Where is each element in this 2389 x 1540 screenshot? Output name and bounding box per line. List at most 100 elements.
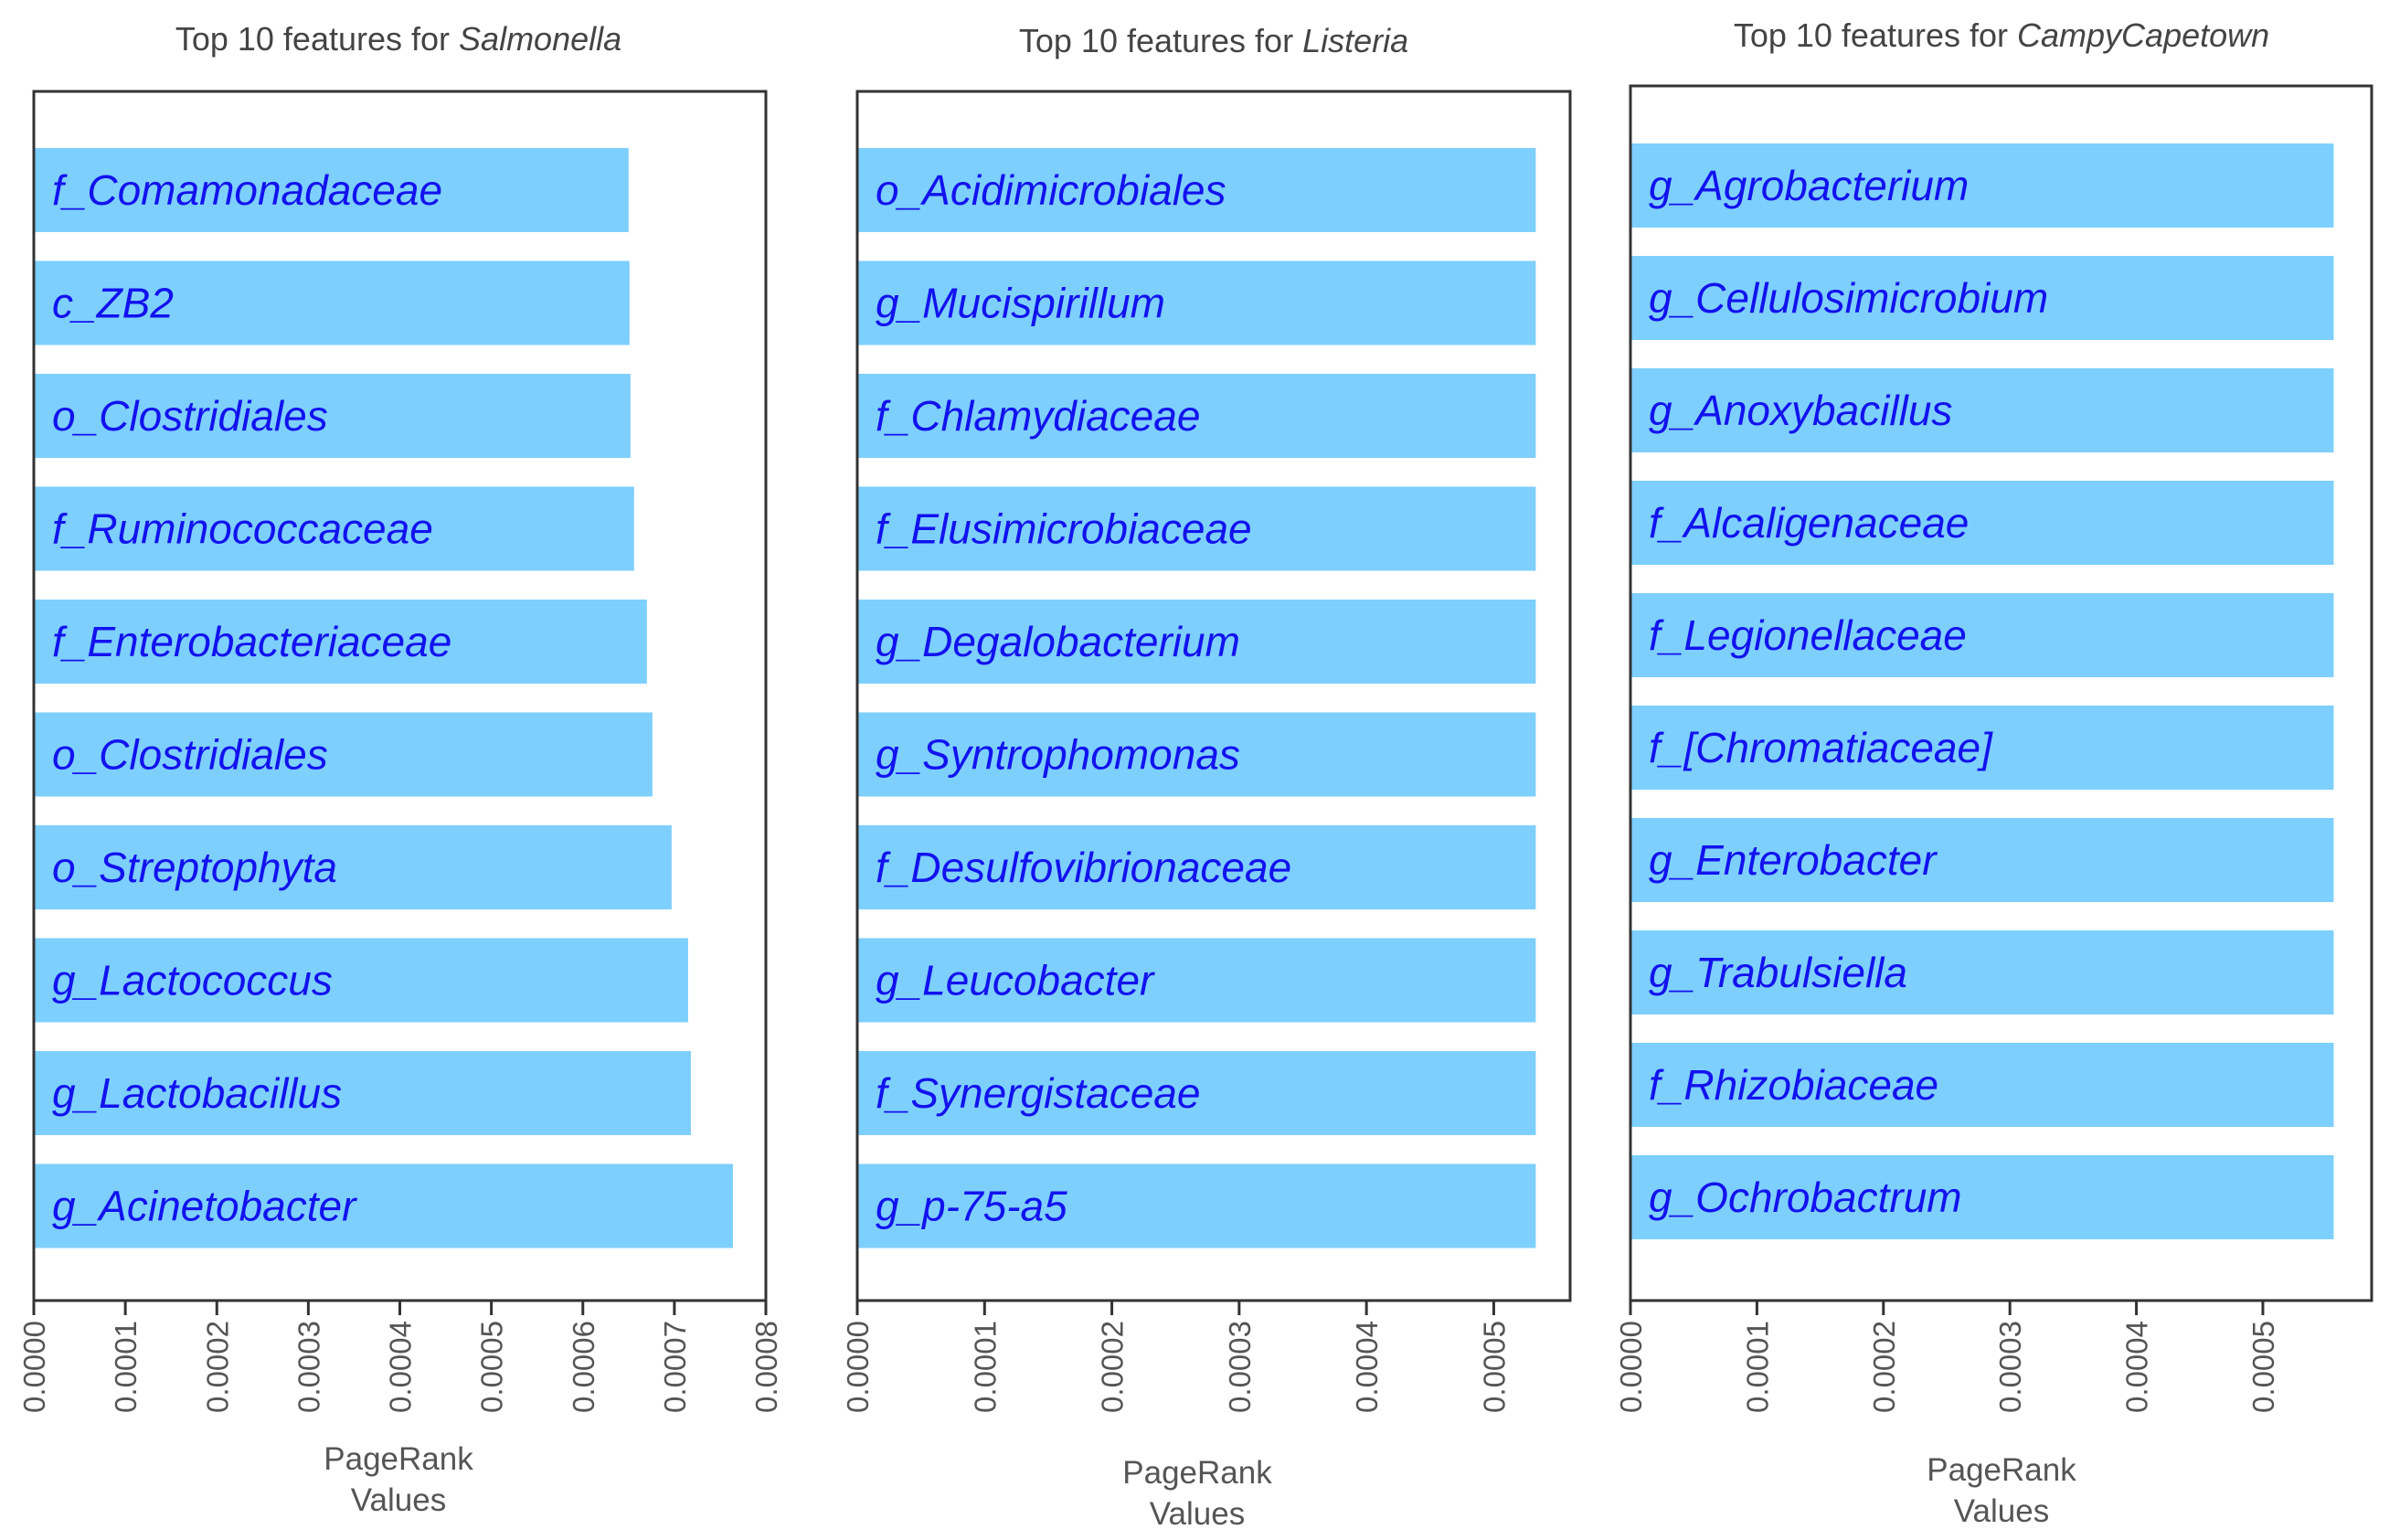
bar-label: f_Alcaligenaceae xyxy=(1649,499,1969,547)
chart-panel-2: Top 10 features for Listeria o_Acidimicro… xyxy=(841,22,1572,1532)
bar xyxy=(1630,818,2334,902)
x-tick-label: 0.0005 xyxy=(475,1321,509,1413)
bar-label: f_Elusimicrobiaceae xyxy=(876,505,1252,553)
bar-label: g_Acinetobacter xyxy=(52,1183,357,1230)
bar xyxy=(857,938,1536,1023)
x-tick-label: 0.0004 xyxy=(384,1321,418,1413)
chart-title: Top 10 features for Salmonella xyxy=(175,20,621,58)
bar-label: g_Ochrobactrum xyxy=(1649,1174,1962,1221)
bar xyxy=(857,374,1536,458)
x-tick-label: 0.0004 xyxy=(2120,1321,2154,1413)
bar xyxy=(857,1051,1536,1135)
x-tick-label: 0.0005 xyxy=(1477,1321,1511,1413)
bar xyxy=(1630,256,2334,340)
bar-label: f_Rhizobiaceae xyxy=(1649,1061,1938,1109)
bar xyxy=(34,1163,733,1248)
chart-title-species: Salmonella xyxy=(459,20,621,58)
bar-label: g_Degalobacterium xyxy=(876,618,1240,665)
bar xyxy=(1630,481,2334,565)
bar xyxy=(857,825,1536,909)
chart-title-prefix: Top 10 features for xyxy=(175,20,459,58)
x-tick-label: 0.0004 xyxy=(1350,1321,1384,1413)
x-axis-label-line1: PageRank xyxy=(324,1441,473,1477)
bar-label: f_Legionellaceae xyxy=(1649,611,1967,659)
bar xyxy=(34,938,688,1023)
bar-label: o_Clostridiales xyxy=(52,392,328,440)
chart-panel-1: Top 10 features for Salmonella f_Comamona… xyxy=(17,20,783,1518)
bar-label: f_Enterobacteriaceae xyxy=(52,618,451,665)
chart-title-species: CampyCapetown xyxy=(2017,16,2269,54)
bar-label: f_Ruminococcaceae xyxy=(52,505,433,553)
chart-title-prefix: Top 10 features for xyxy=(1734,16,2017,54)
bar-label: o_Streptophyta xyxy=(52,844,337,891)
bar-label: f_Chlamydiaceae xyxy=(876,392,1200,440)
bar xyxy=(34,600,647,684)
bar xyxy=(857,600,1536,684)
x-axis-label-line1: PageRank xyxy=(1927,1452,2076,1488)
bar xyxy=(1630,143,2334,228)
bar xyxy=(1630,706,2334,790)
bar xyxy=(34,712,653,797)
bar xyxy=(1630,930,2334,1014)
bar xyxy=(1630,368,2334,452)
bar xyxy=(34,486,634,571)
bar xyxy=(1630,1155,2334,1239)
x-tick-label: 0.0003 xyxy=(1993,1321,2027,1413)
bar-label: g_Syntrophomonas xyxy=(876,731,1240,779)
bar-label: g_p-75-a5 xyxy=(876,1183,1067,1230)
x-tick-label: 0.0007 xyxy=(658,1321,692,1413)
x-tick-label: 0.0002 xyxy=(1867,1321,1901,1413)
bar xyxy=(34,148,629,232)
x-tick-label: 0.0002 xyxy=(200,1321,234,1413)
bar-label: o_Clostridiales xyxy=(52,731,328,779)
bar-label: g_Trabulsiella xyxy=(1649,949,1907,996)
plot-frame xyxy=(855,90,1572,1302)
x-tick-label: 0.0001 xyxy=(109,1321,143,1413)
bar xyxy=(857,1163,1536,1248)
x-tick-label: 0.0006 xyxy=(567,1321,600,1413)
x-axis-label-line1: PageRank xyxy=(1122,1455,1272,1491)
bar-label: g_Lactobacillus xyxy=(52,1069,342,1117)
bar xyxy=(34,374,631,458)
x-tick-label: 0.0000 xyxy=(841,1321,875,1413)
x-tick-label: 0.0000 xyxy=(1614,1321,1648,1413)
x-tick-label: 0.0001 xyxy=(968,1321,1002,1413)
bar-label: f_Desulfovibrionaceae xyxy=(876,844,1291,891)
x-axis-label-line2: Values xyxy=(351,1482,446,1518)
bar-label: f_[Chromatiaceae] xyxy=(1649,724,1993,771)
bar xyxy=(857,712,1536,797)
bar xyxy=(34,260,630,345)
x-tick-label: 0.0003 xyxy=(1223,1321,1257,1413)
chart-title-species: Listeria xyxy=(1302,22,1408,59)
bar-label: g_Leucobacter xyxy=(876,957,1155,1004)
bar-label: g_Anoxybacillus xyxy=(1649,387,1952,434)
chart-title-prefix: Top 10 features for xyxy=(1019,22,1302,59)
x-tick-label: 0.0008 xyxy=(749,1321,783,1413)
x-axis-label-line2: Values xyxy=(1150,1496,1245,1532)
x-tick-label: 0.0000 xyxy=(17,1321,51,1413)
plot-frame xyxy=(1629,84,2373,1302)
x-tick-label: 0.0001 xyxy=(1740,1321,1774,1413)
bar xyxy=(34,1051,691,1135)
bar xyxy=(1630,1043,2334,1127)
x-tick-label: 0.0005 xyxy=(2246,1321,2280,1413)
x-tick-label: 0.0002 xyxy=(1096,1321,1130,1413)
bar-label: f_Comamonadaceae xyxy=(52,166,442,214)
bar-label: g_Cellulosimicrobium xyxy=(1649,274,2048,322)
bar-label: g_Enterobacter xyxy=(1649,836,1938,884)
bar-label: g_Lactococcus xyxy=(52,957,333,1004)
x-tick-label: 0.0003 xyxy=(292,1321,325,1413)
bar xyxy=(857,148,1536,232)
bar-label: g_Agrobacterium xyxy=(1649,162,1969,209)
bar xyxy=(857,486,1536,571)
chart-title: Top 10 features for Listeria xyxy=(1019,22,1408,59)
chart-title: Top 10 features for CampyCapetown xyxy=(1734,16,2269,54)
bar-label: f_Synergistaceae xyxy=(876,1069,1200,1117)
bar xyxy=(1630,593,2334,677)
chart-panel-3: Top 10 features for CampyCapetown g_Agrob… xyxy=(1614,16,2373,1529)
bar xyxy=(34,825,672,909)
x-axis-label-line2: Values xyxy=(1954,1493,2049,1529)
bar-label: g_Mucispirillum xyxy=(876,280,1165,327)
bar xyxy=(857,260,1536,345)
